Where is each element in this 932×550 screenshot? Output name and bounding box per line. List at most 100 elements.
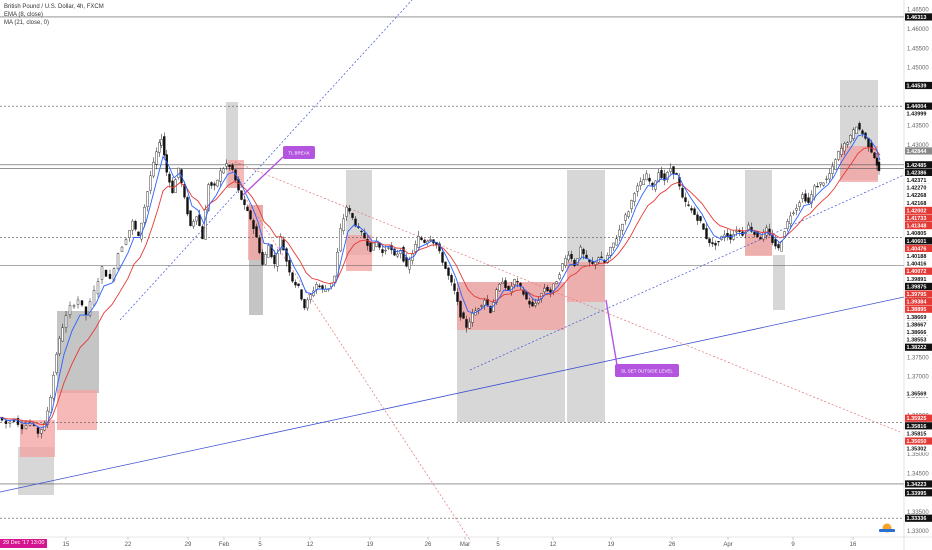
candle-body (46, 410, 49, 425)
ema-indicator-label[interactable]: EMA (8, close) (4, 12, 44, 18)
candle-body (131, 220, 134, 231)
candle-body (363, 232, 366, 239)
candle-body (834, 159, 837, 170)
candle-body (423, 240, 426, 243)
candle-body (231, 164, 234, 170)
price-label-text: 1.42844 (907, 149, 928, 155)
candle-body (450, 275, 453, 283)
candle-body (570, 254, 573, 259)
candle-body (396, 253, 399, 257)
price-label-text: 1.42268 (907, 193, 927, 199)
candle-body (192, 221, 195, 227)
price-label-text: 1.40072 (907, 269, 927, 275)
candle-body (555, 281, 558, 284)
y-tick-label: 1.46000 (907, 27, 929, 33)
candle-body (855, 126, 858, 134)
candle-body (861, 130, 864, 134)
candle-body (630, 200, 633, 210)
y-tick-label: 1.45500 (907, 46, 929, 52)
candle-body (163, 136, 166, 156)
candle-body (195, 216, 198, 222)
candle-body (714, 243, 717, 246)
price-label-text: 1.39891 (907, 277, 927, 283)
candle-body (825, 178, 828, 180)
price-label-text: 1.38666 (907, 330, 927, 336)
price-label-tag (905, 429, 932, 438)
price-label-tag (905, 191, 932, 199)
candle-body (420, 237, 423, 241)
callout-box-tl-break (283, 146, 315, 159)
candle-body (137, 231, 140, 237)
price-label-tag (905, 422, 932, 430)
x-tick-label: 15 (63, 542, 70, 548)
candle-body (684, 197, 687, 202)
price-label-tag (905, 514, 932, 522)
x-tick-label: 5 (258, 542, 262, 548)
candle-body (627, 211, 630, 217)
x-tick-label: Feb (219, 542, 230, 548)
candle-body (92, 290, 96, 306)
candle-body (249, 210, 252, 220)
price-label-text: 1.40805 (907, 231, 927, 237)
candle-body (8, 421, 12, 424)
candle-body (360, 230, 363, 233)
price-label-text: 1.40188 (907, 254, 927, 260)
time-axis[interactable]: 15 22 29 Feb 5 12 19 26 Mar 5 12 19 26 Apr 9 16 (63, 537, 857, 548)
candle-body (306, 299, 309, 309)
candle-body (300, 289, 303, 300)
price-label-text: 1.42002 (907, 208, 927, 214)
price-label-tag (905, 290, 932, 298)
price-label-tag (905, 13, 932, 21)
candle-body (40, 429, 43, 434)
price-label-text: 1.44539 (907, 83, 927, 89)
candle-body (777, 244, 780, 249)
candle-body (771, 234, 774, 243)
candle-body (792, 212, 795, 214)
candle-body (717, 240, 720, 243)
candle-body (711, 242, 714, 245)
price-label-tag (905, 244, 932, 253)
callout-text-tl-break: TL BREAK (288, 151, 310, 156)
candle-body (321, 285, 324, 290)
candle-body (441, 252, 444, 263)
candle-body (58, 338, 61, 354)
candle-body (49, 397, 52, 413)
candle-body (204, 209, 207, 240)
trendline-blue-solid (0, 296, 905, 493)
candle-body (615, 238, 618, 246)
candle-body (696, 214, 699, 221)
candle-body (798, 202, 801, 208)
candle-body (155, 151, 158, 165)
candle-body (88, 301, 92, 316)
price-label-text: 1.35925 (907, 416, 927, 422)
candle-body (831, 165, 834, 174)
candle-body (453, 283, 456, 291)
tradingview-logo-icon (879, 523, 895, 533)
x-tick-label: Mar (460, 542, 470, 548)
candle-body (516, 280, 519, 283)
candle-body (762, 231, 765, 240)
x-tick-label: 12 (307, 542, 314, 548)
ma-indicator-label[interactable]: MA (21, close, 0) (4, 20, 50, 26)
callouts-layer: TL BREAK SL SET OUTSIDE LEVEL (242, 146, 679, 377)
price-label-tag (905, 222, 932, 230)
candle-body (561, 263, 564, 271)
candle-body (459, 300, 462, 318)
price-label-tag (905, 81, 932, 90)
candle-body (840, 148, 843, 155)
candle-body (273, 255, 276, 265)
price-axis[interactable]: 1.465001.460001.455001.450001.445001.440… (905, 8, 932, 535)
candle-body (873, 152, 876, 159)
price-label-text: 1.38553 (907, 338, 927, 344)
candle-body (465, 319, 468, 328)
candle-body (387, 247, 390, 249)
price-label-text: 1.41348 (907, 224, 927, 230)
candle-body (318, 285, 321, 288)
candle-body (282, 239, 285, 251)
price-label-tag (905, 320, 932, 329)
candle-body (537, 300, 540, 304)
y-tick-label: 1.46500 (907, 8, 929, 14)
candle-body (591, 261, 594, 264)
x-tick-label: 29 (185, 542, 192, 548)
